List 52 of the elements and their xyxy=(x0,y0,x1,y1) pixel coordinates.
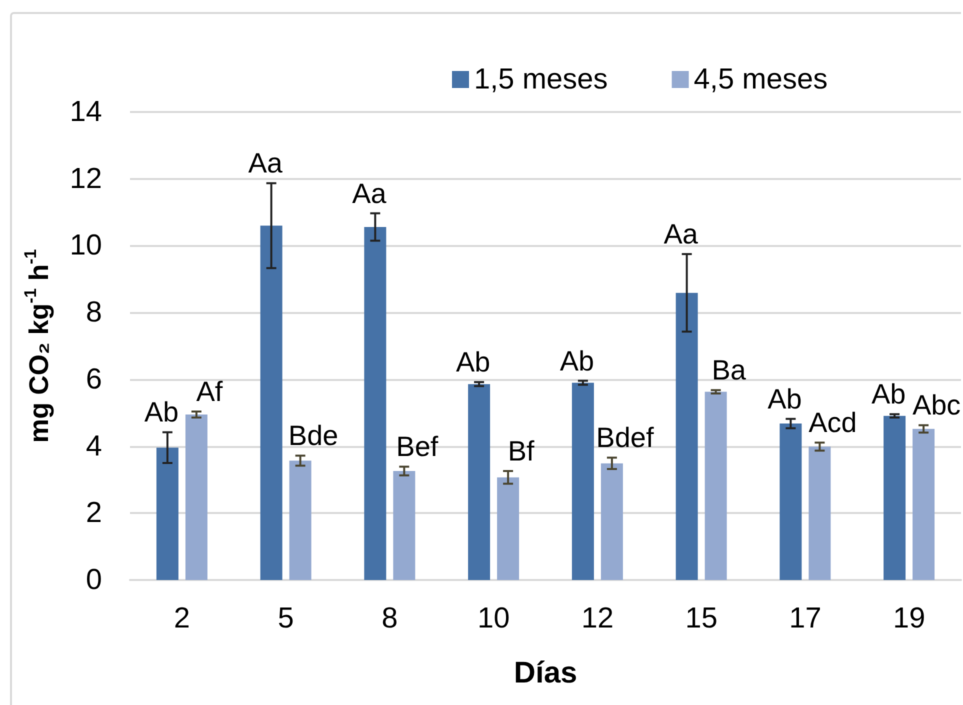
data-label: Abc xyxy=(912,390,961,421)
bar xyxy=(156,448,178,580)
bar xyxy=(808,446,831,580)
y-tick-label: 14 xyxy=(70,96,102,128)
x-axis-title: Días xyxy=(514,656,578,690)
bar xyxy=(260,226,282,580)
x-tick-label: 15 xyxy=(685,602,718,634)
bar xyxy=(497,477,520,580)
bar xyxy=(600,463,623,580)
y-tick-label: 6 xyxy=(86,363,102,396)
bar xyxy=(912,428,935,580)
y-tick-label: 10 xyxy=(70,230,102,262)
x-tick-label: 5 xyxy=(278,602,294,634)
y-tick-label: 4 xyxy=(86,430,102,462)
data-label: Aa xyxy=(664,218,698,250)
data-label: Ab xyxy=(456,346,490,378)
data-label: Ab xyxy=(871,378,906,410)
bar xyxy=(364,226,386,580)
data-label: Bef xyxy=(396,431,438,462)
bar xyxy=(468,384,490,580)
bar xyxy=(884,416,906,580)
x-tick-label: 10 xyxy=(477,602,510,634)
data-label: Aa xyxy=(248,148,283,179)
bar xyxy=(780,424,802,580)
y-tick-label: 2 xyxy=(86,497,102,530)
x-tick-label: 17 xyxy=(789,602,822,634)
data-label: Acd xyxy=(808,407,857,438)
x-tick-label: 8 xyxy=(382,602,398,634)
data-label: Aa xyxy=(352,178,387,209)
y-tick-label: 12 xyxy=(70,162,102,195)
data-label: Af xyxy=(196,376,223,408)
y-axis-title: mg CO₂ kg-1 h-1 xyxy=(21,249,54,443)
legend-label: 4,5 meses xyxy=(694,64,828,96)
y-tick-label: 0 xyxy=(86,564,102,596)
data-label: Bdef xyxy=(596,422,654,454)
x-tick-label: 12 xyxy=(581,602,614,634)
data-label: Ab xyxy=(144,396,179,428)
bar xyxy=(185,414,208,580)
data-label: Ba xyxy=(712,354,746,386)
x-tick-label: 19 xyxy=(892,602,926,634)
bar xyxy=(572,382,594,580)
legend-label: 1,5 meses xyxy=(474,64,608,96)
bar xyxy=(393,471,416,580)
data-label: Ab xyxy=(768,383,802,414)
data-label: Bf xyxy=(508,436,535,467)
y-tick-label: 8 xyxy=(86,296,102,329)
data-label: Bde xyxy=(288,420,338,452)
bar xyxy=(704,392,727,580)
bar xyxy=(676,292,698,580)
bar xyxy=(289,460,312,580)
x-tick-label: 2 xyxy=(174,602,190,634)
data-label: Ab xyxy=(560,345,594,376)
